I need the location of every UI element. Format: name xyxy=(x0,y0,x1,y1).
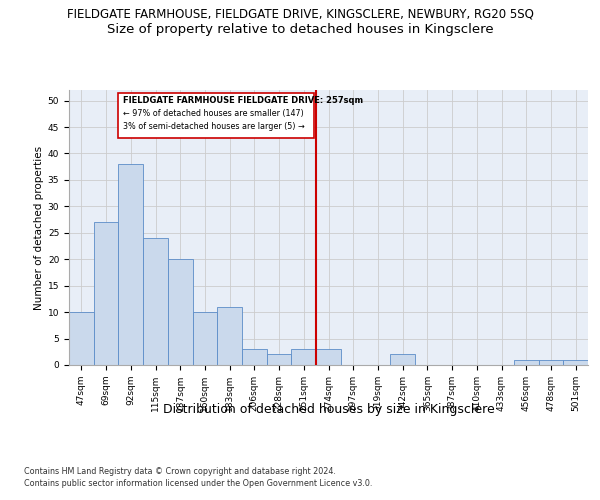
Bar xyxy=(118,164,143,365)
Bar xyxy=(168,259,193,365)
Text: Distribution of detached houses by size in Kingsclere: Distribution of detached houses by size … xyxy=(163,402,494,415)
Bar xyxy=(143,238,168,365)
Text: 3% of semi-detached houses are larger (5) →: 3% of semi-detached houses are larger (5… xyxy=(124,122,305,130)
Bar xyxy=(217,307,242,365)
Text: FIELDGATE FARMHOUSE FIELDGATE DRIVE: 257sqm: FIELDGATE FARMHOUSE FIELDGATE DRIVE: 257… xyxy=(124,96,364,105)
Text: FIELDGATE FARMHOUSE, FIELDGATE DRIVE, KINGSCLERE, NEWBURY, RG20 5SQ: FIELDGATE FARMHOUSE, FIELDGATE DRIVE, KI… xyxy=(67,8,533,20)
Y-axis label: Number of detached properties: Number of detached properties xyxy=(34,146,44,310)
Bar xyxy=(292,349,316,365)
Bar xyxy=(242,349,267,365)
Text: Size of property relative to detached houses in Kingsclere: Size of property relative to detached ho… xyxy=(107,22,493,36)
Bar xyxy=(94,222,118,365)
Bar xyxy=(69,312,94,365)
FancyBboxPatch shape xyxy=(118,92,314,138)
Bar xyxy=(267,354,292,365)
Text: Contains public sector information licensed under the Open Government Licence v3: Contains public sector information licen… xyxy=(24,478,373,488)
Text: ← 97% of detached houses are smaller (147): ← 97% of detached houses are smaller (14… xyxy=(124,108,304,118)
Bar xyxy=(539,360,563,365)
Bar xyxy=(563,360,588,365)
Bar xyxy=(316,349,341,365)
Bar xyxy=(514,360,539,365)
Text: Contains HM Land Registry data © Crown copyright and database right 2024.: Contains HM Land Registry data © Crown c… xyxy=(24,468,336,476)
Bar xyxy=(390,354,415,365)
Bar xyxy=(193,312,217,365)
